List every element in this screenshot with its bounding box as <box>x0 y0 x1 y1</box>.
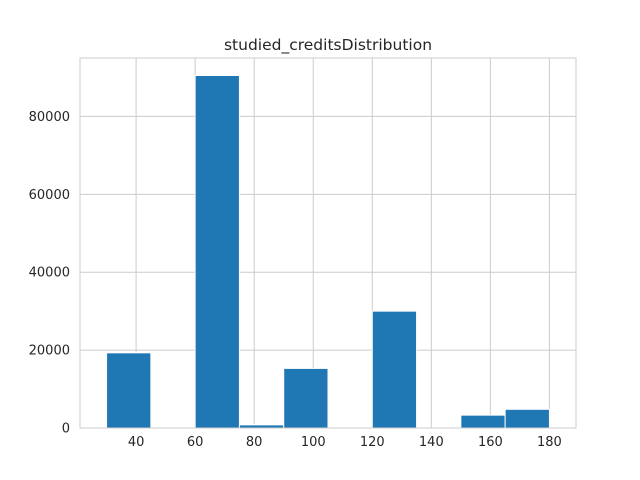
histogram-bar <box>371 310 418 429</box>
x-tick-label: 180 <box>537 435 562 450</box>
y-tick-label: 60000 <box>29 188 70 203</box>
chart-title: studied_creditsDistribution <box>224 36 432 55</box>
histogram-bar <box>106 352 152 429</box>
x-tick-label: 80 <box>246 435 263 450</box>
tick-labels: 40 60 80 100 120 140 160 180 0 20000 40000 60000 800… <box>29 110 562 450</box>
y-tick-label: 40000 <box>29 266 70 281</box>
x-tick-label: 40 <box>128 435 145 450</box>
bars-layer <box>106 75 550 429</box>
histogram-bar <box>194 75 240 429</box>
y-tick-label: 20000 <box>29 344 70 359</box>
y-tick-label: 0 <box>62 422 70 437</box>
x-tick-label: 60 <box>187 435 204 450</box>
grid-layer <box>80 58 576 429</box>
histogram-bar <box>460 414 506 429</box>
y-tick-label: 80000 <box>29 110 70 125</box>
axes-frame <box>79 57 577 429</box>
histogram-bar <box>504 408 550 429</box>
x-tick-label: 160 <box>478 435 503 450</box>
x-tick-label: 100 <box>301 435 326 450</box>
histogram-bar <box>283 367 329 429</box>
x-tick-label: 120 <box>360 435 385 450</box>
x-tick-label: 140 <box>419 435 444 450</box>
